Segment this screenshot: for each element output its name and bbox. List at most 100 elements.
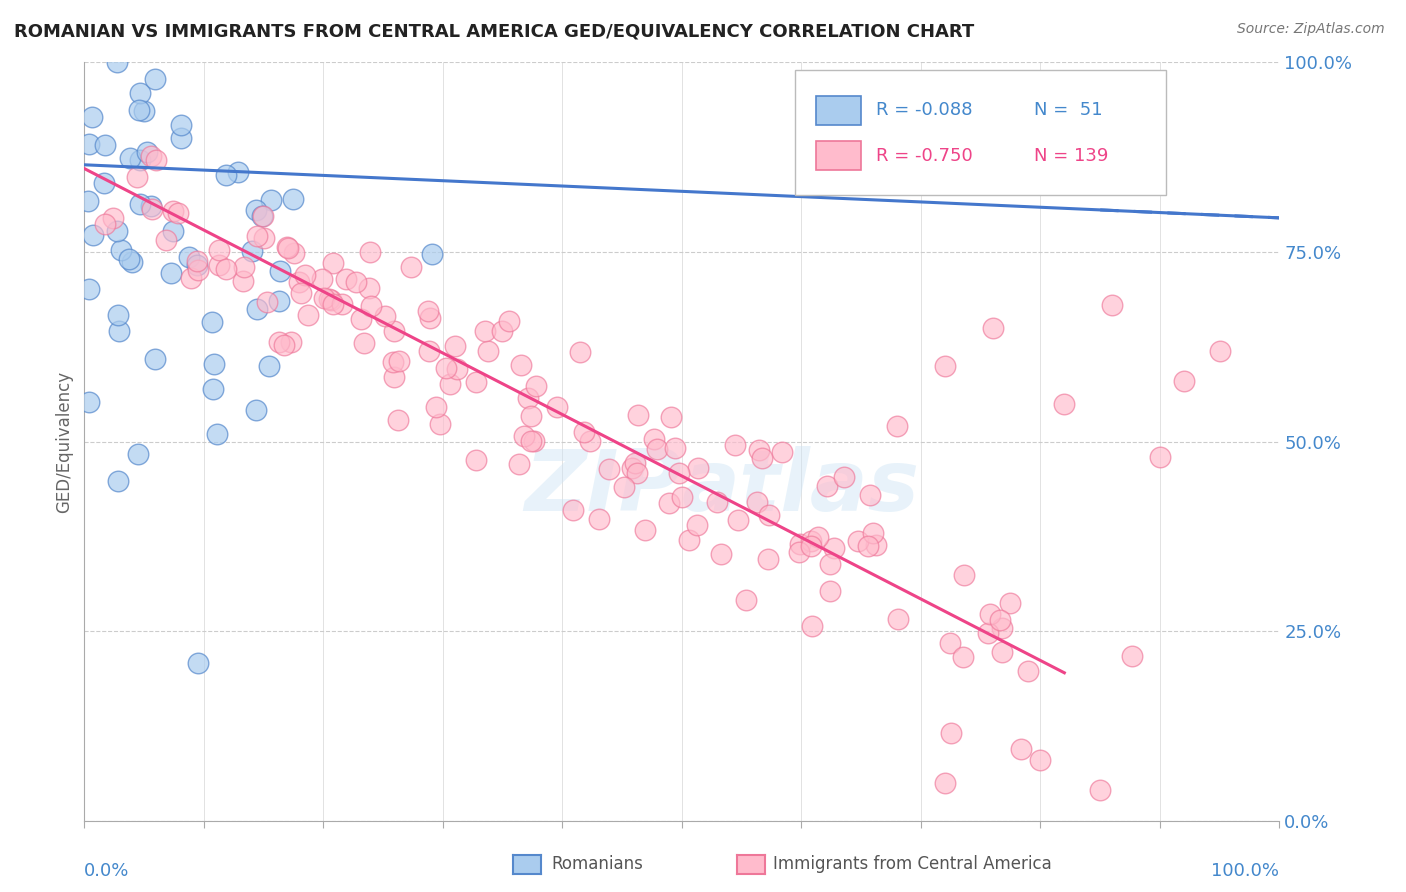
Point [170,119,193,133]
Point [314,291,336,305]
Point [127,447,149,461]
Point [820,583,842,598]
Point [688,461,710,475]
Point [93,137,115,152]
Text: 0.0%: 0.0% [84,863,129,880]
Point [359,281,381,295]
Point [382,325,405,339]
Text: atlas: atlas [682,445,920,529]
Point [129,196,152,211]
Point [953,567,976,582]
Point [257,359,280,374]
Point [253,231,276,245]
Bar [815,95,862,125]
Text: Romanians: Romanians [551,855,643,873]
Point [886,419,908,434]
Point [799,540,821,554]
Text: N = 139: N = 139 [1035,146,1109,165]
Point [162,224,184,238]
Point [202,357,225,371]
Point [260,193,283,207]
Point [1017,664,1039,678]
Point [939,636,962,650]
Point [678,533,700,548]
Point [118,252,141,266]
Text: ROMANIAN VS IMMIGRANTS FROM CENTRAL AMERICA GED/EQUIVALENCY CORRELATION CHART: ROMANIAN VS IMMIGRANTS FROM CENTRAL AMER… [14,22,974,40]
Point [167,206,190,220]
Point [77,282,100,296]
Point [420,247,443,261]
Point [626,467,648,481]
Point [1121,649,1143,664]
Bar [815,141,862,170]
Point [568,345,591,359]
Point [280,335,302,350]
Point [664,441,686,455]
Point [121,255,143,269]
Point [418,344,440,359]
Point [512,429,534,443]
Point [419,311,441,326]
Point [834,470,856,484]
Point [77,194,100,208]
Point [388,354,411,368]
Point [399,260,422,274]
Point [818,557,841,571]
Point [215,262,238,277]
Point [160,266,183,280]
Point [520,434,543,449]
Point [145,153,167,168]
Point [290,286,312,301]
Point [143,352,166,367]
Point [105,224,128,238]
Point [934,776,956,790]
Point [136,145,159,159]
Point [208,244,231,258]
Point [517,391,540,405]
Point [748,442,770,457]
Point [800,534,823,549]
Point [979,607,1001,622]
Point [79,137,101,152]
Point [1149,450,1171,464]
Point [374,309,396,323]
Point [477,344,499,359]
Point [859,488,882,502]
Point [108,324,131,338]
Y-axis label: GED/Equivalency: GED/Equivalency [55,370,73,513]
Text: Immigrants from Central America: Immigrants from Central America [773,855,1052,873]
Point [94,217,117,231]
Point [110,243,132,257]
Point [952,650,974,665]
Point [273,337,295,351]
Point [508,457,530,471]
Point [1090,783,1112,797]
Point [710,547,733,561]
Point [359,244,381,259]
Point [668,467,690,481]
Point [588,511,610,525]
Point [245,203,267,218]
Point [789,545,811,559]
Point [823,541,845,555]
Point [384,369,406,384]
Point [561,502,583,516]
Point [321,293,343,307]
Point [751,451,773,466]
Point [141,202,163,216]
Point [941,725,963,739]
Point [434,361,457,376]
Point [170,131,193,145]
Point [1029,753,1052,767]
Point [988,613,1011,627]
Point [658,496,681,510]
Point [180,271,202,285]
Point [991,645,1014,659]
Point [93,176,115,190]
Point [856,539,879,553]
Point [1101,298,1123,312]
Point [226,165,249,179]
Point [387,413,409,427]
Point [215,168,238,182]
Point [201,315,224,329]
